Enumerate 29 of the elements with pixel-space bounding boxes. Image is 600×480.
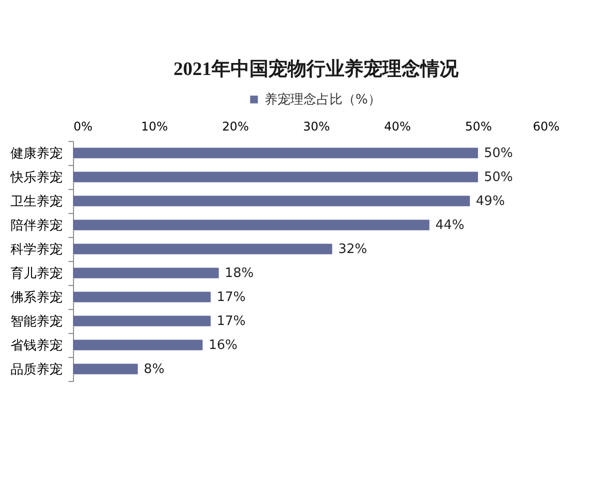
x-tick-label: 30% bbox=[303, 120, 330, 134]
data-label: 17% bbox=[216, 314, 246, 329]
x-tick-label: 20% bbox=[222, 120, 249, 134]
y-tick-label: 佛系养宠 bbox=[10, 290, 62, 306]
y-tick-label: 省钱养宠 bbox=[10, 338, 62, 354]
data-label: 16% bbox=[208, 338, 238, 353]
data-label: 44% bbox=[435, 218, 464, 233]
y-tick-label: 科学养宠 bbox=[10, 242, 62, 258]
legend-label: 养宠理念占比（%） bbox=[264, 92, 381, 108]
x-tick-label: 50% bbox=[465, 120, 492, 134]
data-label: 18% bbox=[224, 266, 254, 281]
x-tick-label: 60% bbox=[532, 120, 560, 134]
data-label: 50% bbox=[484, 146, 513, 161]
data-label: 8% bbox=[144, 362, 164, 377]
data-label: 49% bbox=[476, 194, 505, 209]
x-tick-label: 10% bbox=[141, 120, 168, 134]
x-tick-label: 0% bbox=[74, 120, 93, 134]
data-label: 17% bbox=[216, 290, 246, 305]
y-tick-label: 卫生养宠 bbox=[10, 194, 62, 210]
x-tick-label: 40% bbox=[384, 120, 411, 134]
data-label: 32% bbox=[338, 242, 368, 257]
chart-title: 2021年中国宠物行业养宠理念情况 bbox=[174, 58, 460, 80]
y-tick-label: 智能养宠 bbox=[10, 314, 62, 330]
y-tick-label: 陪伴养宠 bbox=[10, 218, 62, 234]
data-label: 50% bbox=[484, 170, 513, 185]
y-tick-label: 育儿养宠 bbox=[10, 266, 62, 282]
y-tick-label: 品质养宠 bbox=[10, 362, 62, 378]
y-tick-label: 快乐养宠 bbox=[10, 170, 62, 186]
y-tick-label: 健康养宠 bbox=[10, 146, 62, 162]
